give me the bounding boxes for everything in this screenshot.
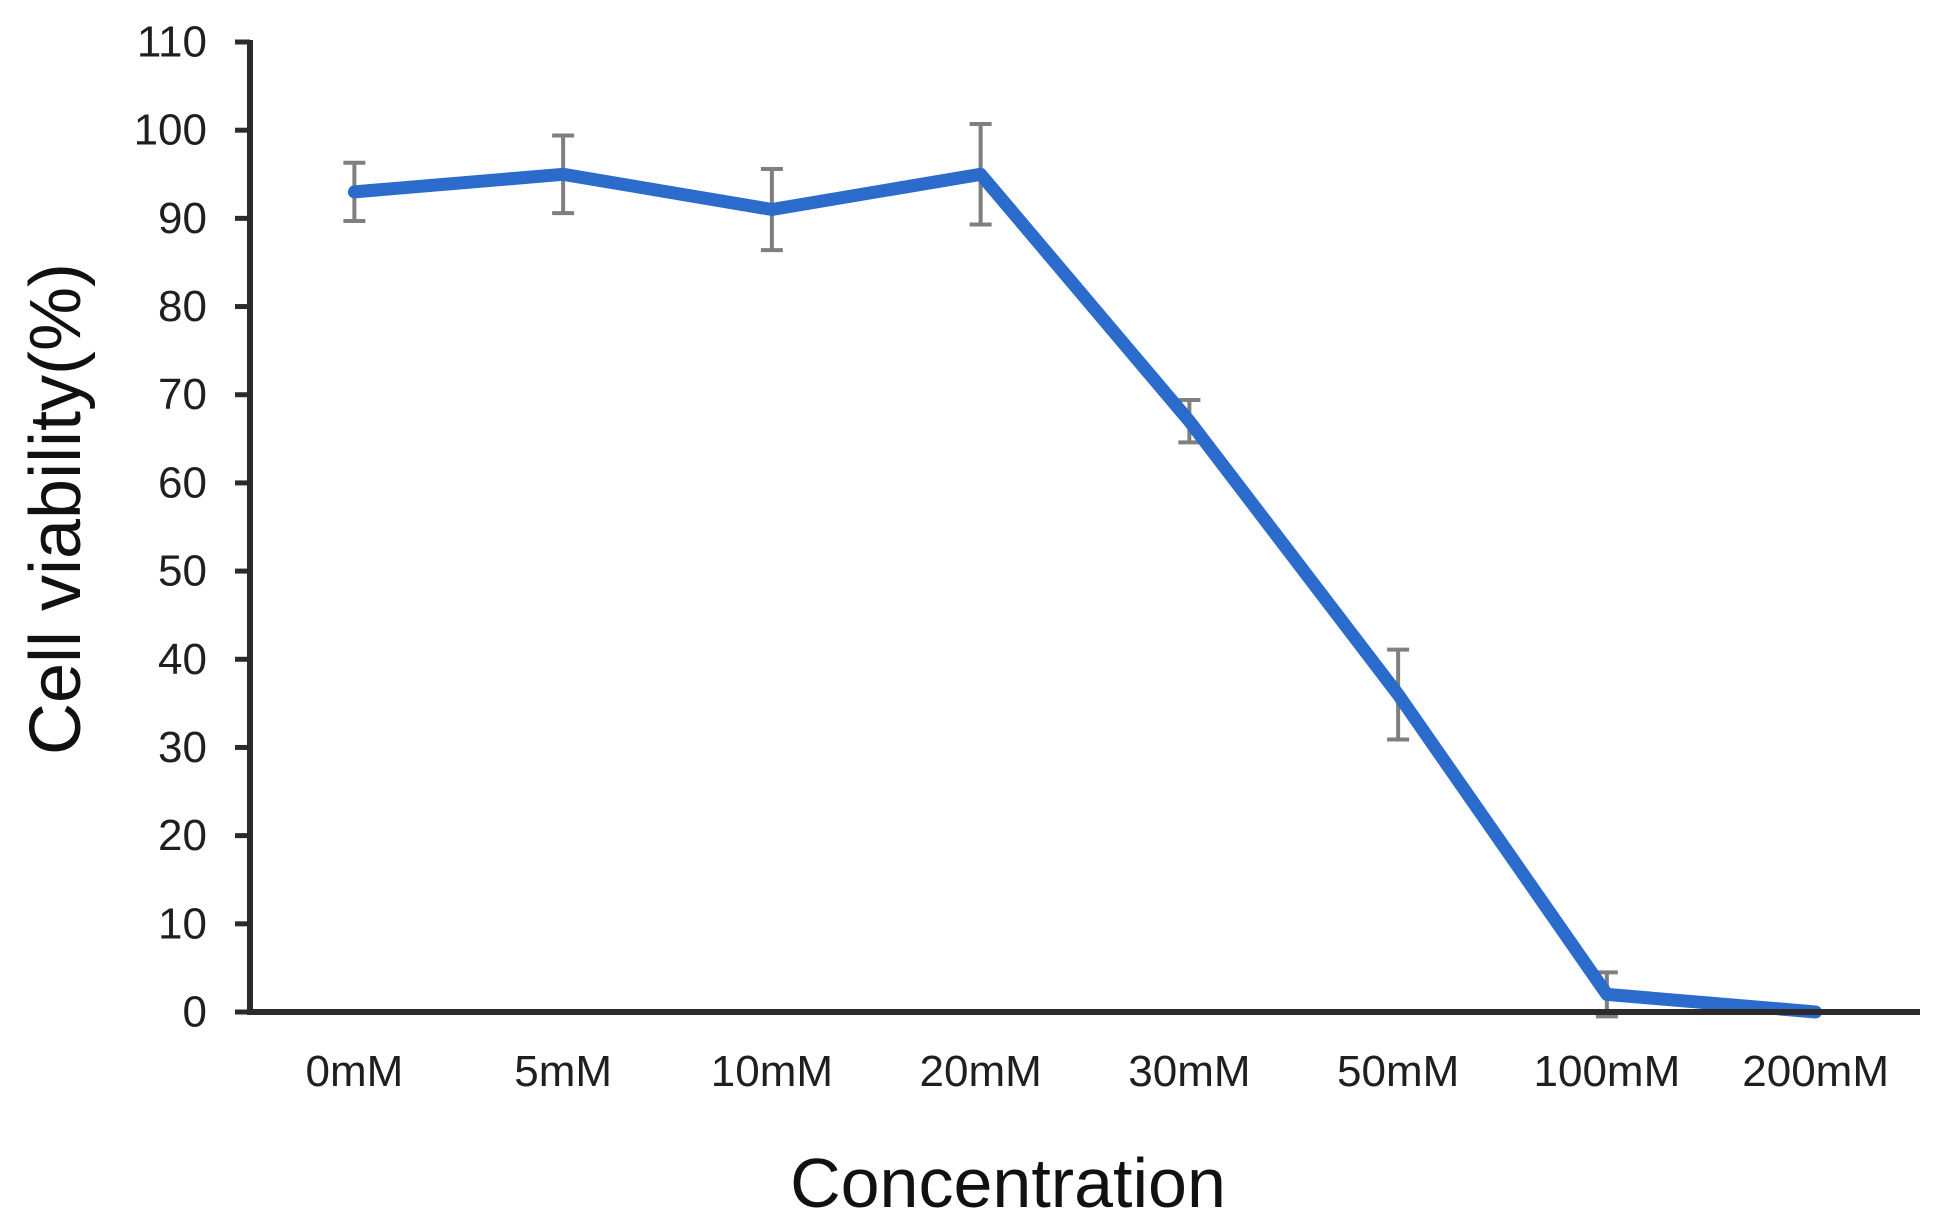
y-tick-label: 50 (158, 547, 207, 596)
x-category-label: 100mM (1534, 1047, 1681, 1096)
x-category-label: 20mM (920, 1047, 1042, 1096)
x-category-label: 30mM (1128, 1047, 1250, 1096)
y-tick-label: 90 (158, 194, 207, 243)
x-category-label: 10mM (711, 1047, 833, 1096)
y-axis-tick-labels: 0 10 20 30 40 50 60 70 80 90 100 110 (134, 18, 207, 1037)
y-axis-title: Cell viability(%) (16, 263, 96, 755)
y-tick-label: 70 (158, 370, 207, 419)
series-line (347, 167, 1823, 1019)
x-axis-category-labels: 0mM 5mM 10mM 20mM 30mM 50mM 100mM 200mM (305, 1047, 1889, 1096)
y-tick-label: 20 (158, 811, 207, 860)
y-tick-label: 80 (158, 282, 207, 331)
y-axis-tick-marks (235, 39, 250, 1015)
x-category-label: 200mM (1742, 1047, 1889, 1096)
x-category-label: 5mM (514, 1047, 612, 1096)
y-tick-label: 60 (158, 458, 207, 507)
y-tick-label: 0 (183, 988, 207, 1037)
x-category-label: 50mM (1337, 1047, 1459, 1096)
x-category-label: 0mM (305, 1047, 403, 1096)
error-bars-group (343, 122, 1618, 1019)
y-tick-label: 100 (134, 106, 207, 155)
y-tick-label: 30 (158, 723, 207, 772)
y-tick-label: 10 (158, 899, 207, 948)
y-tick-label: 40 (158, 635, 207, 684)
y-tick-label: 110 (137, 18, 207, 67)
x-axis-title: Concentration (790, 1144, 1226, 1222)
